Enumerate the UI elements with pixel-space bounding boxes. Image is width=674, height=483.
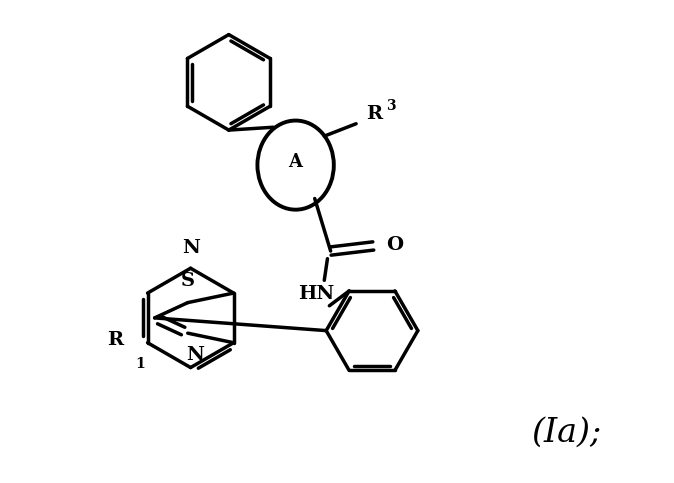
Text: 1: 1 bbox=[135, 357, 145, 371]
Text: R: R bbox=[107, 330, 123, 349]
Text: S: S bbox=[181, 272, 195, 290]
Text: R: R bbox=[366, 105, 381, 123]
Text: HN: HN bbox=[299, 285, 335, 303]
Text: A: A bbox=[288, 153, 303, 171]
Text: 3: 3 bbox=[386, 99, 396, 113]
Text: N: N bbox=[182, 239, 200, 257]
Text: (Ia);: (Ia); bbox=[531, 416, 601, 449]
Text: O: O bbox=[386, 236, 403, 254]
Text: N: N bbox=[187, 346, 204, 364]
